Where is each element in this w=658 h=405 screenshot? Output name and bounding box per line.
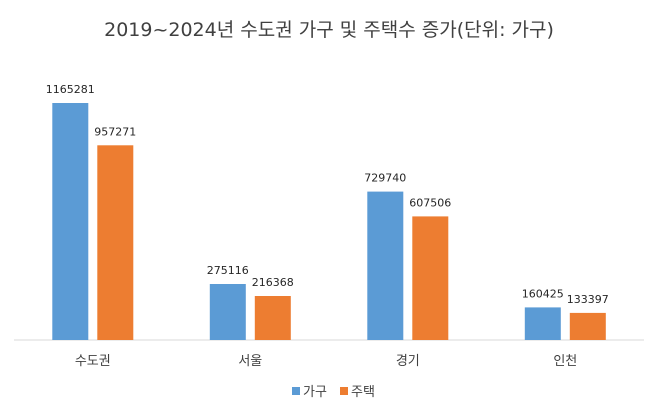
x-tick-label: 수도권 (75, 354, 111, 369)
data-label: 133397 (567, 293, 609, 306)
x-tick-label: 서울 (238, 354, 262, 369)
data-label: 160425 (522, 287, 564, 300)
data-label: 607506 (409, 196, 451, 209)
bar-가구-경기 (367, 191, 404, 340)
legend-label: 가구 (303, 385, 327, 400)
legend-swatch (340, 387, 348, 395)
chart-title: 2019~2024년 수도권 가구 및 주택수 증가(단위: 가구) (104, 19, 554, 41)
data-label: 275116 (207, 264, 249, 277)
data-label: 216368 (252, 276, 294, 289)
bar-주택-경기 (412, 216, 449, 340)
x-tick-label: 경기 (396, 354, 420, 369)
bar-주택-인천 (569, 312, 606, 340)
legend-swatch (292, 387, 300, 395)
bar-group (52, 103, 606, 340)
bar-가구-인천 (524, 307, 561, 340)
data-label: 1165281 (46, 83, 95, 96)
data-label: 729740 (364, 172, 406, 185)
category-label-group: 수도권 서울 경기 인천 (75, 354, 577, 369)
legend-label: 주택 (351, 385, 375, 400)
legend: 가구 주택 (292, 385, 375, 400)
bar-가구-수도권 (52, 103, 89, 340)
bar-가구-서울 (209, 284, 246, 340)
bar-주택-서울 (254, 296, 291, 340)
data-label: 957271 (94, 125, 136, 138)
bar-주택-수도권 (97, 145, 134, 340)
x-tick-label: 인천 (553, 354, 577, 369)
